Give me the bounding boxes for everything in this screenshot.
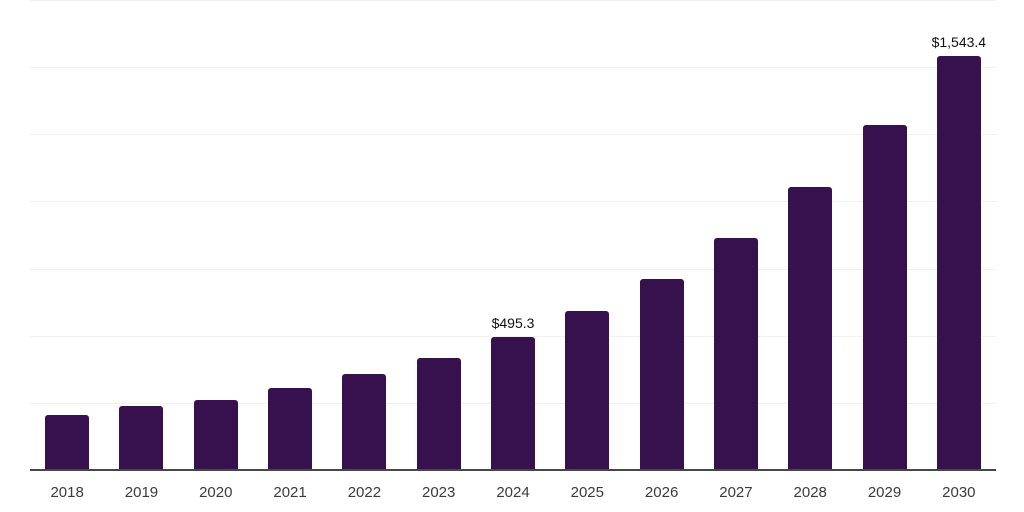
bar-2029 (862, 125, 907, 470)
bar-2024 (491, 336, 535, 470)
x-axis-line (30, 469, 996, 471)
bar-2023 (416, 357, 461, 470)
x-tick-label-2029: 2029 (867, 484, 902, 501)
plot-area: $495.3 $1,543.4 (30, 0, 996, 471)
bar-2026 (639, 278, 684, 470)
gridline-500 (30, 335, 996, 337)
x-tick-label-2020: 2020 (199, 484, 233, 501)
x-tick-label-2023: 2023 (422, 484, 456, 501)
value-label-2024: $495.3 (491, 314, 535, 331)
bar-2020 (193, 399, 238, 470)
bar-2030 (936, 55, 981, 470)
x-tick-label-2024: 2024 (496, 484, 530, 501)
bar-2025 (565, 310, 610, 470)
x-tick-label-2025: 2025 (570, 484, 604, 501)
x-tick-label-2030: 2030 (942, 484, 976, 501)
bar-2019 (119, 406, 164, 470)
gridline-1000 (30, 201, 996, 203)
x-tick-label-2028: 2028 (793, 484, 827, 501)
bar-2022 (342, 374, 387, 470)
gridline-1750 (30, 0, 996, 1)
x-tick-label-2021: 2021 (273, 484, 307, 501)
bar-2027 (713, 238, 758, 470)
bar-2028 (788, 186, 833, 470)
bar-2018 (45, 414, 90, 470)
bar-2021 (268, 387, 313, 470)
x-tick-label-2022: 2022 (347, 484, 382, 501)
x-tick-label-2018: 2018 (50, 484, 84, 501)
gridline-750 (30, 268, 996, 270)
x-tick-label-2019: 2019 (124, 484, 159, 501)
gridline-1500 (30, 67, 996, 69)
x-tick-label-2027: 2027 (719, 484, 753, 501)
x-tick-label-2026: 2026 (644, 484, 679, 501)
value-label-2030: $1,543.4 (931, 33, 987, 50)
gridline-1250 (30, 134, 996, 136)
